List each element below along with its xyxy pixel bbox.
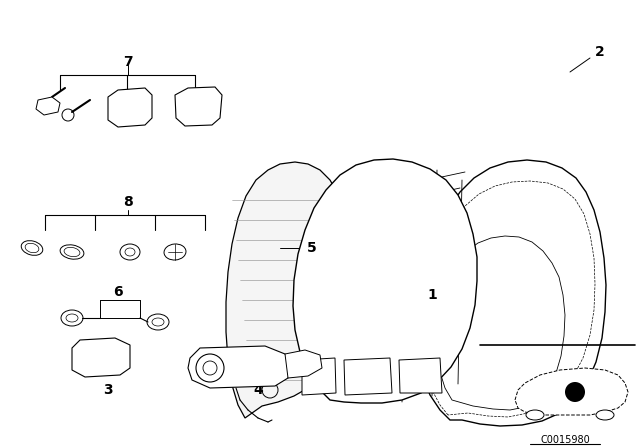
Text: C0015980: C0015980	[540, 435, 590, 445]
Ellipse shape	[526, 410, 544, 420]
Polygon shape	[72, 338, 130, 377]
Polygon shape	[293, 159, 477, 403]
Polygon shape	[188, 346, 292, 388]
Polygon shape	[108, 88, 152, 127]
Polygon shape	[226, 162, 350, 418]
Polygon shape	[285, 350, 322, 378]
Polygon shape	[344, 358, 392, 395]
Text: 7: 7	[123, 55, 133, 69]
Polygon shape	[36, 97, 60, 115]
Text: 5: 5	[307, 241, 317, 255]
Polygon shape	[515, 368, 628, 415]
Polygon shape	[418, 160, 606, 426]
Polygon shape	[399, 358, 442, 393]
Text: 8: 8	[123, 195, 133, 209]
Text: 3: 3	[103, 383, 113, 397]
Circle shape	[565, 382, 585, 402]
Text: 1: 1	[427, 288, 437, 302]
Polygon shape	[175, 87, 222, 126]
Polygon shape	[302, 358, 336, 395]
Ellipse shape	[596, 410, 614, 420]
Text: 6: 6	[113, 285, 123, 299]
Text: 4: 4	[253, 383, 263, 397]
Text: 2: 2	[595, 45, 605, 59]
